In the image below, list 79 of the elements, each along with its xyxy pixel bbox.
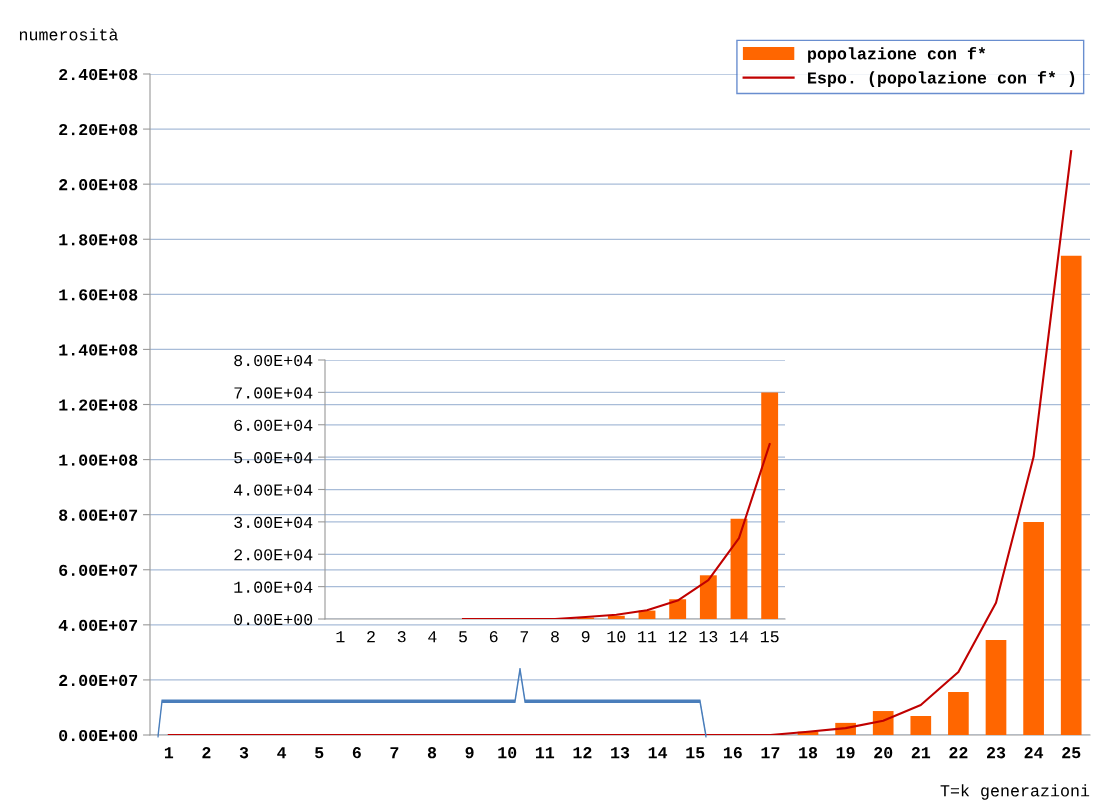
x-tick-label: 8 [551,631,559,643]
x-tick-label: 11 [535,747,555,759]
x-tick-label: 7 [390,747,399,759]
x-tick-label: 13 [699,631,718,643]
y-tick-label: 7.00E+04 [234,387,313,399]
x-tick-label: 7 [520,631,529,643]
legend-label: Espo. (popolazione con f* ) [808,71,1075,87]
bar [1060,255,1082,735]
y-tick-label: 1.40E+08 [59,344,138,356]
y-tick-label: 0.00E+00 [59,729,138,742]
y-tick-label: 8.00E+04 [234,354,313,367]
y-tick-label: 1.00E+08 [59,454,138,466]
x-tick-label: 10 [607,631,626,643]
bar [948,692,969,735]
x-tick-label: 4 [277,747,287,759]
y-tick-label: 3.00E+04 [234,516,313,529]
y-tick-label: 1.20E+08 [59,399,138,411]
y-tick-label: 1.00E+04 [234,581,313,593]
x-tick-label: 3 [239,747,249,759]
y-tick-label: 2.40E+08 [59,68,138,81]
y-tick-label: 2.00E+07 [59,674,138,687]
x-tick-label: 2 [367,631,375,643]
y-tick-label: 4.00E+07 [58,619,138,632]
bar [699,575,717,619]
bar [910,716,932,735]
bar [761,392,779,619]
x-tick-label: 8 [427,747,437,759]
x-tick-label: 14 [648,747,668,759]
x-tick-label: 4 [428,631,437,643]
x-tick-label: 13 [611,747,630,759]
x-tick-label: 15 [760,631,779,643]
x-tick-label: 18 [799,747,818,759]
bar [872,711,894,735]
x-tick-label: 12 [573,747,592,759]
x-tick-label: 5 [315,747,324,759]
y-tick-label: 1.60E+08 [59,289,138,301]
x-tick-label: 9 [465,747,474,759]
x-tick-label: 17 [761,747,780,759]
line-series [167,150,1073,735]
y-tick-label: 5.00E+04 [234,452,313,464]
x-tick-label: 6 [352,747,361,759]
x-tick-label: 15 [686,747,705,759]
x-tick-label: 16 [723,747,742,759]
x-tick-label: 3 [397,631,406,643]
bar [669,599,687,619]
y-tick-label: 8.00E+07 [59,509,138,521]
y-tick-label: 2.00E+08 [59,179,138,191]
x-tick-label: 23 [987,747,1006,759]
y-tick-label: 4.00E+04 [234,484,313,496]
x-tick-label: 21 [911,747,931,759]
x-tick-label: 6 [489,631,498,643]
y-axis-title: numerosità [19,28,118,41]
x-tick-label: 14 [730,631,749,643]
x-tick-label: 2 [202,747,211,759]
bar [1023,522,1044,735]
bar [607,615,625,619]
x-tick-label: 25 [1062,747,1081,759]
x-tick-label: 5 [459,631,467,643]
x-tick-label: 11 [638,631,657,643]
x-tick-label: 12 [668,631,687,643]
x-tick-label: 22 [949,747,968,759]
x-axis-title: T=k generazioni [940,784,1090,800]
bar [730,518,748,619]
y-tick-label: 2.20E+08 [59,123,138,136]
x-tick-label: 19 [836,747,855,759]
legend-label: popolazione con f* [808,47,986,63]
y-tick-label: 6.00E+07 [59,564,138,576]
x-tick-label: 1 [164,747,174,759]
y-tick-label: 0.00E+00 [234,613,313,626]
y-tick-label: 6.00E+04 [234,419,313,431]
x-tick-label: 10 [498,747,517,759]
x-tick-label: 24 [1024,747,1044,759]
y-tick-label: 1.80E+08 [59,234,138,246]
bar [985,639,1007,735]
y-tick-label: 2.00E+04 [234,549,313,561]
x-tick-label: 1 [336,631,345,643]
x-tick-label: 9 [581,631,590,643]
line-series [461,443,771,619]
x-tick-label: 20 [874,747,893,759]
